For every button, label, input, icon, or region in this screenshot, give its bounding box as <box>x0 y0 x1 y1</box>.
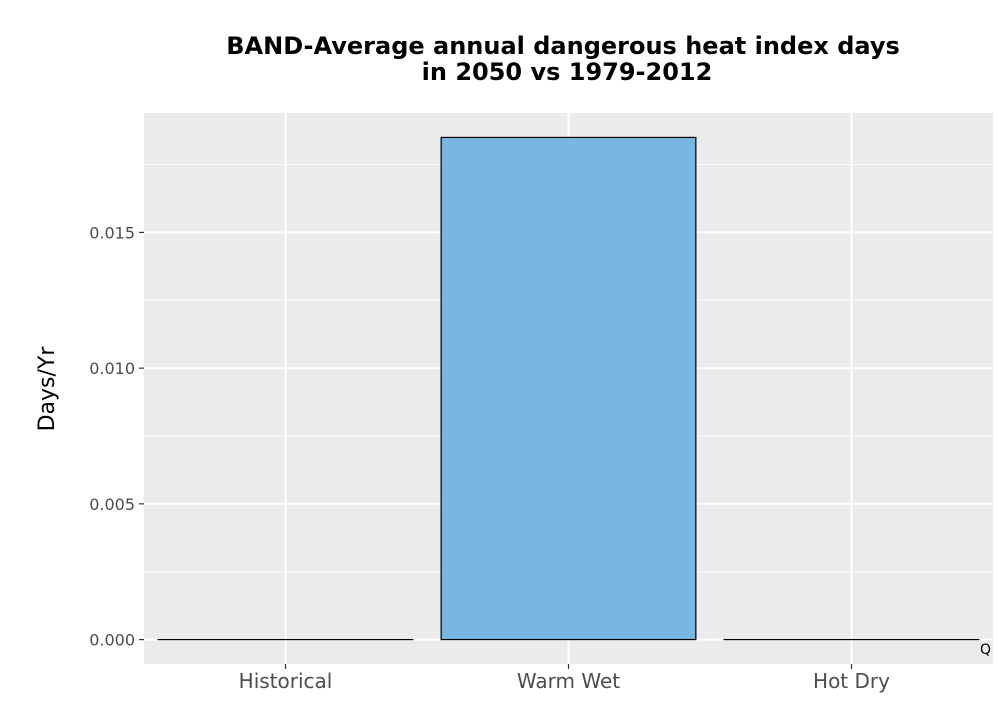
x-tick-label: Historical <box>239 669 333 693</box>
bar-warm-wet <box>441 137 696 639</box>
corner-annotation: Q <box>980 642 991 658</box>
x-axis: Historical Warm Wet Hot Dry <box>239 664 890 693</box>
y-tick-label: 0.000 <box>89 631 135 650</box>
y-tick-label: 0.010 <box>89 359 135 378</box>
chart-title-line-1: BAND-Average annual dangerous heat index… <box>226 32 900 60</box>
y-tick-label: 0.005 <box>89 495 135 514</box>
chart-title-line-2: in 2050 vs 1979-2012 <box>422 58 713 86</box>
x-tick-label: Hot Dry <box>813 669 890 693</box>
y-axis-title: Days/Yr <box>35 346 60 432</box>
y-tick-label: 0.015 <box>89 223 135 242</box>
y-axis: 0.000 0.005 0.010 0.015 <box>89 223 144 649</box>
x-tick-label: Warm Wet <box>517 669 620 693</box>
